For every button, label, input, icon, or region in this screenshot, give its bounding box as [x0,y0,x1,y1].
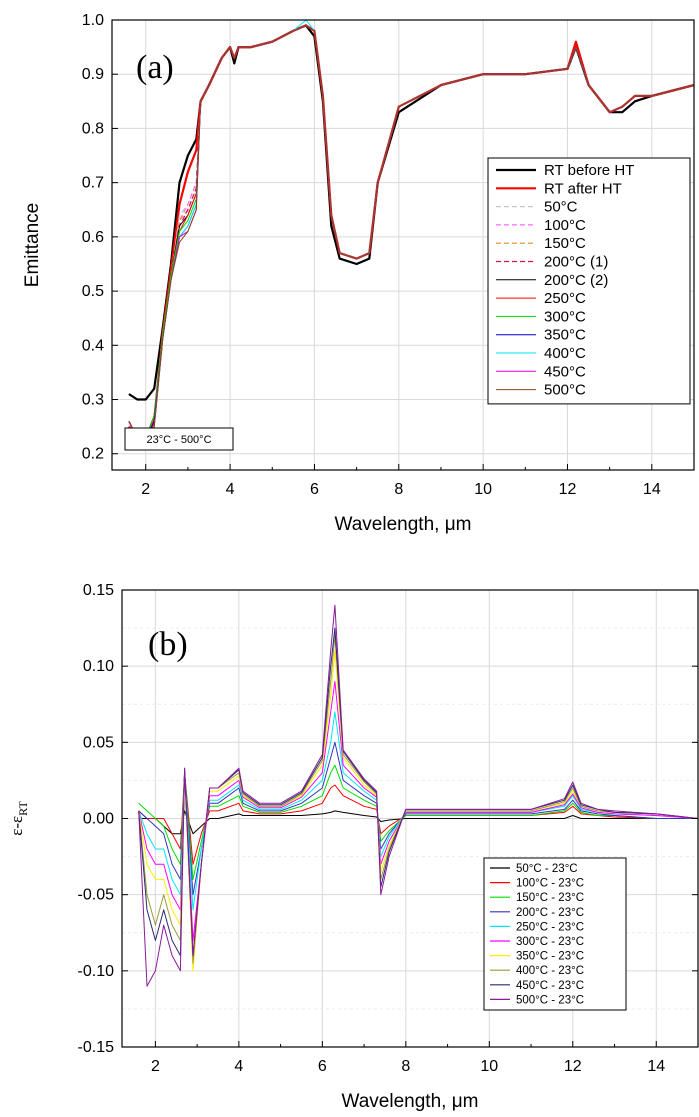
legend-entry-label: 50°C [544,199,578,216]
legend-entry-label: 300°C [544,308,586,325]
x-tick-label: 6 [318,1058,327,1075]
y-tick-label: 0.4 [82,337,104,354]
y-tick-label: 1.0 [82,12,104,29]
y-tick-label: 0.05 [83,734,114,751]
y-tick-label: 0.10 [83,658,114,675]
x-tick-label: 10 [474,481,492,498]
legend-entry-label: 500°C - 23°C [516,994,584,1006]
series-group [127,20,694,444]
plot-frame [111,19,695,471]
y-tick-label: 0.5 [82,283,104,300]
series-group [138,604,698,987]
x-axis-title: Wavelength, μm [335,514,472,535]
x-tick-label: 12 [564,1058,582,1075]
y-tick-label: 0.7 [82,175,104,192]
legend-entry-label: 400°C [544,345,586,362]
x-tick-label: 2 [151,1058,160,1075]
legend-entry-label: 350°C - 23°C [516,951,584,963]
y-tick-label: 0.8 [82,120,104,137]
legend-entry-label: 250°C [544,290,586,307]
y-tick-label: 0.3 [82,392,104,409]
y-tick-label: 0.2 [82,446,104,463]
x-tick-label: 12 [559,481,577,498]
legend-entry-label: 50°C - 23°C [516,863,578,875]
chart-panel-a: 2 4 6 8 10 12 14 0.2 0.3 0.4 0.5 0.6 0.7 0.8 0.9 1.0 Wav… [22,12,695,535]
y-tick-label: 0.00 [83,811,114,828]
panel-label: (b) [148,626,188,663]
x-tick-label: 10 [480,1058,498,1075]
legend-entry-label: 300°C - 23°C [516,936,584,948]
x-tick-label: 4 [234,1058,243,1075]
series-line-13 [128,24,694,444]
legend-entry-label: RT before HT [544,162,634,179]
x-tick-label: 4 [226,481,235,498]
y-tick-label: 0.6 [82,229,104,246]
x-tick-label: 8 [394,481,403,498]
x-tick-label: 6 [310,481,319,498]
x-tick-label: 14 [643,481,661,498]
panel-label: (a) [136,49,174,86]
legend-entry-label: 200°C (2) [544,272,608,289]
series-line-10 [138,604,698,987]
legend-entry-label: 450°C [544,363,586,380]
y-tick-label: -0.05 [78,887,115,904]
y-axis-title-main: ε-ε [7,816,26,836]
legend-entry-label: 150°C [544,235,586,252]
y-axis-title: Emittance [22,203,43,287]
legend-entry-label: 450°C - 23°C [516,980,584,992]
legend-entry-label: 350°C [544,327,586,344]
legend-entry-label: 100°C [544,217,586,234]
legend-entry-label: 200°C - 23°C [516,907,584,919]
legend-entry-label: 500°C [544,382,586,399]
temperature-range-note: 23°C - 500°C [146,434,211,446]
y-tick-label: -0.10 [78,963,115,980]
x-tick-label: 8 [401,1058,410,1075]
legend-entry-label: 150°C - 23°C [516,892,584,904]
y-tick-label: 0.9 [82,66,104,83]
y-tick-label: -0.15 [78,1039,115,1056]
x-tick-label: 14 [647,1058,665,1075]
legend-entry-label: 400°C - 23°C [516,965,584,977]
legend-entry-label: 100°C - 23°C [516,878,584,890]
x-tick-label: 2 [141,481,150,498]
legend-box [487,157,691,405]
annotation-box [124,427,234,451]
y-tick-label: 0.15 [83,582,114,599]
y-axis-title-subscript: RT [16,801,30,816]
legend-entry-label: RT after HT [544,180,622,197]
chart-panel-b: 2 4 6 8 10 12 14 -0.15 -0.10 -0.05 0.00 0.05 0.10 0.1… [7,582,699,1112]
x-axis-title: Wavelength, μm [342,1091,479,1112]
y-axis-title: ε-εRT [7,801,30,836]
legend-entry-label: 250°C - 23°C [516,921,584,933]
legend-entry-label: 200°C (1) [544,254,608,271]
